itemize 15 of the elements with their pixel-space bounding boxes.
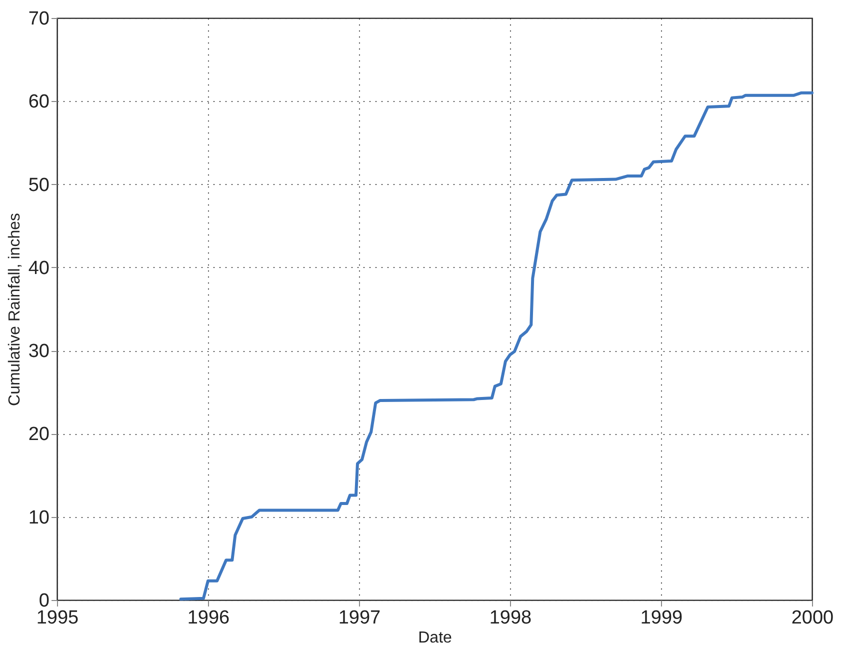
x-tick-label: 1999 xyxy=(640,608,683,628)
y-tick-label: 50 xyxy=(28,174,50,196)
line-series xyxy=(179,91,814,601)
x-tick-label: 1998 xyxy=(489,608,532,628)
y-tick-label: 20 xyxy=(28,424,50,446)
y-tick-label: 40 xyxy=(28,258,50,279)
y-axis-title: Cumulative Rainfall, inches xyxy=(6,213,24,406)
y-tick-label: 60 xyxy=(28,92,50,113)
x-tick-label: 1997 xyxy=(338,608,381,628)
y-tick-label: 70 xyxy=(28,8,50,30)
y-tick-label: 30 xyxy=(28,341,50,362)
x-tick-label: 1996 xyxy=(187,608,230,628)
x-tick-label: 2000 xyxy=(791,608,834,628)
x-axis-title: Date xyxy=(418,630,452,646)
y-tick-label: 10 xyxy=(28,507,50,528)
